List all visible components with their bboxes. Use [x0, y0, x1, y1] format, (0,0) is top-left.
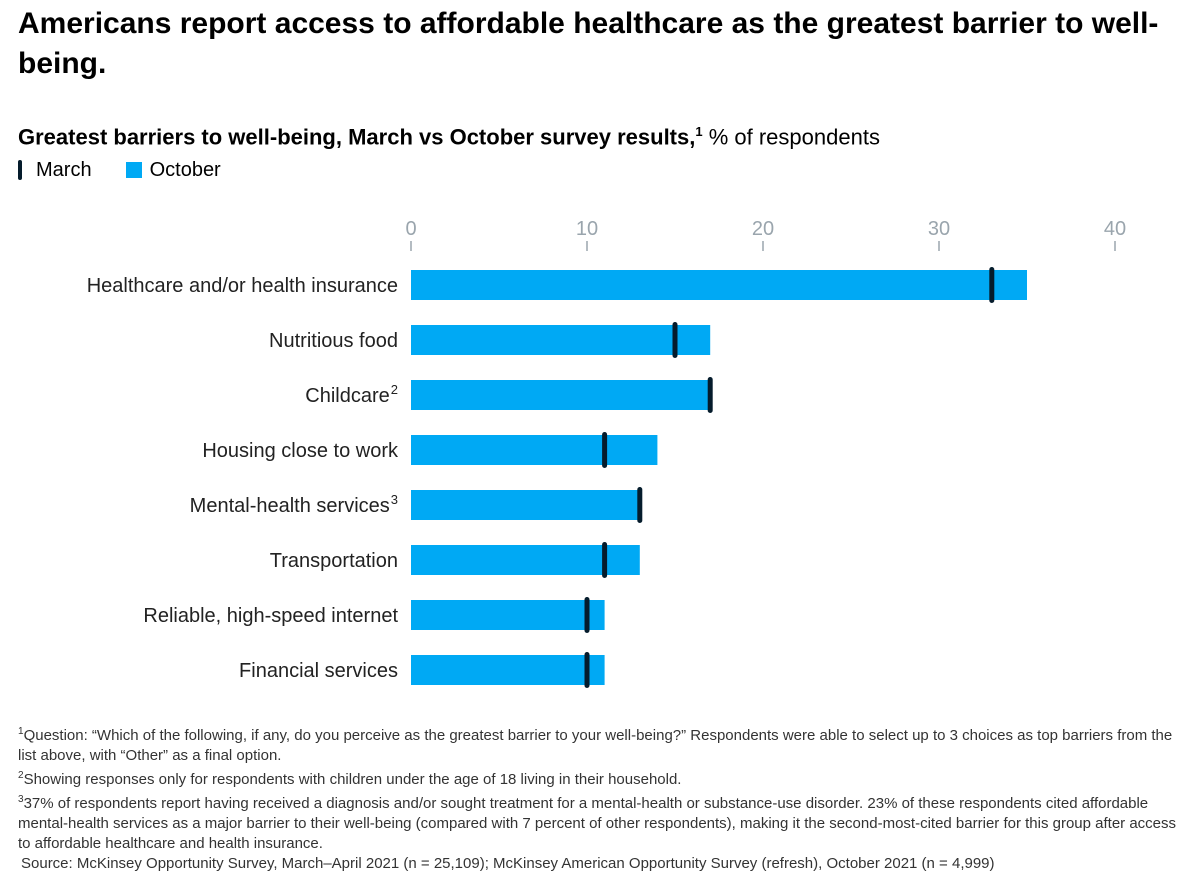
category-label-reliable-high-speed-internet: Reliable, high-speed internet: [143, 605, 398, 627]
march-marker-mental-health-services: [637, 487, 643, 523]
footnotes: 1Question: “Which of the following, if a…: [18, 722, 1188, 874]
subtitle-footnote-ref: 1: [695, 124, 703, 139]
march-marker-nutritious-food: [672, 322, 678, 358]
category-label-transportation: Transportation: [270, 550, 398, 572]
footnote-1-marker: 1: [18, 726, 24, 737]
x-axis-tick-label-40: 40: [1104, 218, 1126, 240]
footnote-2: 2Showing responses only for respondents …: [18, 766, 1188, 790]
chart-subtitle: Greatest barriers to well-being, March v…: [18, 117, 880, 152]
category-label-financial-services: Financial services: [239, 660, 398, 682]
footnote-3-marker: 3: [18, 794, 24, 805]
march-marker-financial-services: [584, 652, 590, 688]
source-note: Source: McKinsey Opportunity Survey, Mar…: [21, 855, 995, 872]
legend-label-october: October: [149, 159, 221, 181]
march-marker-childcare: [707, 377, 713, 413]
x-axis-tick-label-20: 20: [752, 218, 774, 240]
category-label-mental-health-services: Mental-health services3: [190, 492, 398, 517]
category-label-healthcare-and-or-health-insurance: Healthcare and/or health insurance: [87, 275, 398, 297]
legend-label-march: March: [36, 159, 92, 181]
march-marker-healthcare-and-or-health-insurance: [989, 267, 995, 303]
x-axis-tick-label-10: 10: [576, 218, 598, 240]
october-bar-childcare: [411, 380, 711, 410]
october-bar-reliable-high-speed-internet: [411, 600, 605, 630]
legend-item-march: March: [18, 157, 92, 183]
footnote-3-text: 37% of respondents report having receive…: [18, 795, 1177, 852]
october-bar-swatch: [125, 162, 142, 178]
legend-item-october: October: [125, 157, 221, 183]
october-bar-financial-services: [411, 655, 605, 685]
footnote-2-marker: 2: [18, 770, 24, 781]
x-axis-tick-label-30: 30: [928, 218, 950, 240]
october-bar-mental-health-services: [411, 490, 640, 520]
march-marker-housing-close-to-work: [602, 432, 608, 468]
march-marker-transportation: [602, 542, 608, 578]
march-marker-swatch: [18, 160, 22, 180]
chart-title: Americans report access to affordable he…: [18, 7, 1159, 80]
subtitle-main: Greatest barriers to well-being, March v…: [18, 124, 696, 150]
october-bar-healthcare-and-or-health-insurance: [411, 270, 1027, 300]
category-label-childcare: Childcare2: [305, 382, 398, 407]
category-label-nutritious-food: Nutritious food: [269, 330, 398, 352]
category-label-housing-close-to-work: Housing close to work: [202, 440, 399, 462]
march-marker-reliable-high-speed-internet: [584, 597, 590, 633]
october-bar-nutritious-food: [411, 325, 711, 355]
october-bar-housing-close-to-work: [411, 435, 658, 465]
x-axis-tick-label-0: 0: [405, 218, 416, 240]
footnote-3: 337% of respondents report having receiv…: [18, 790, 1188, 854]
footnote-2-text: Showing responses only for respondents w…: [23, 771, 682, 788]
footnote-1: 1Question: “Which of the following, if a…: [18, 722, 1188, 766]
footnote-1-text: Question: “Which of the following, if an…: [18, 727, 1173, 764]
subtitle-unit: % of respondents: [708, 124, 880, 150]
bar-chart: 0 10 20 30 40 Healthcare and/or health insura…: [87, 218, 1126, 688]
october-bar-transportation: [411, 545, 640, 575]
chart-legend: March October: [18, 157, 255, 183]
